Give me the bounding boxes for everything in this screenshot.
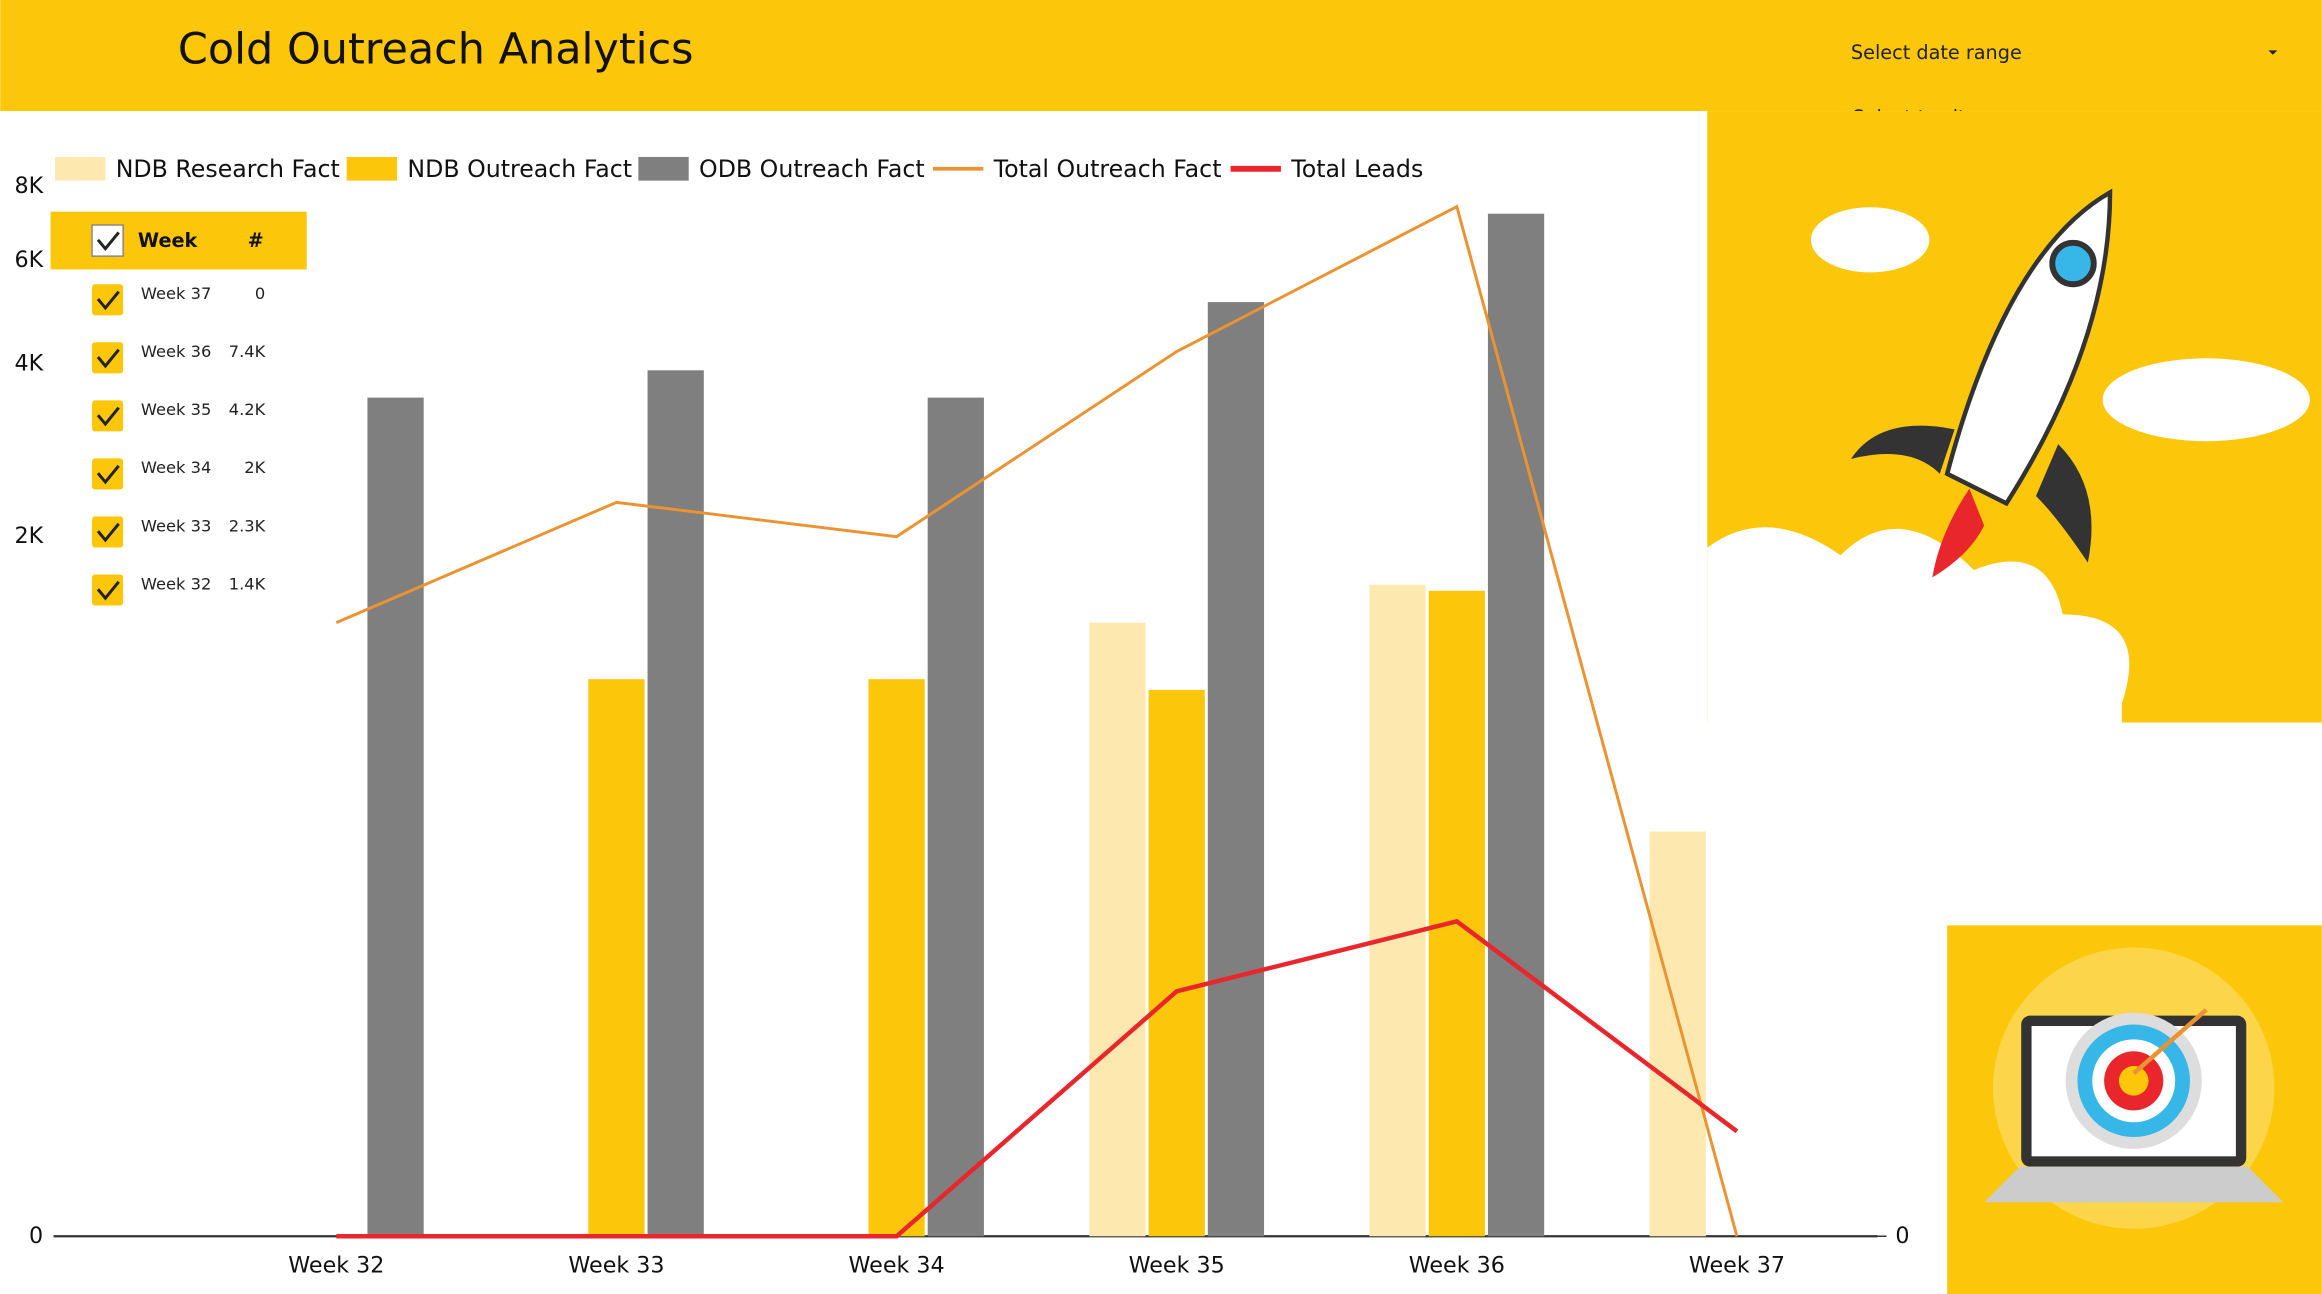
dropdown-caret [2268, 50, 2278, 55]
table-cell: Week 34 [141, 458, 211, 477]
x-tick-label: Week 32 [288, 1252, 384, 1278]
target-illustration [1947, 925, 2322, 1294]
table-cell: Week 33 [141, 516, 211, 535]
table-cell: Week 36 [141, 342, 211, 361]
bar [647, 370, 704, 1237]
checkbox[interactable] [92, 342, 124, 374]
bar [868, 679, 925, 1237]
bar [1207, 302, 1265, 1237]
table-cell: 1.4K [229, 574, 267, 593]
checkbox[interactable] [92, 458, 124, 490]
checkmark [96, 348, 120, 369]
y-tick-label: 6K [15, 247, 45, 273]
checkmark [96, 522, 120, 543]
checkmark [96, 464, 120, 485]
checkbox[interactable] [91, 224, 124, 257]
bar [1148, 689, 1205, 1237]
table-cell: 0 [255, 284, 265, 303]
checkbox[interactable] [92, 400, 124, 432]
table-cell: Week 37 [141, 284, 211, 303]
legend-label[interactable]: Total Outreach Fact [993, 155, 1222, 183]
legend-swatch [638, 156, 689, 181]
y-tick-label: 4K [15, 350, 45, 376]
x-tick-label: Week 34 [849, 1252, 945, 1278]
bar [1428, 590, 1485, 1237]
line [335, 204, 1739, 1237]
checkmark [96, 290, 120, 311]
table-cell: 7.4K [229, 342, 267, 361]
checkbox[interactable] [92, 574, 124, 606]
bar [588, 679, 645, 1237]
y-tick-label: 0 [29, 1223, 43, 1249]
checkbox[interactable] [92, 516, 124, 548]
table-cell: 4.2K [229, 400, 267, 419]
x-tick-label: Week 33 [568, 1252, 664, 1278]
checkmark [96, 231, 120, 252]
y-tick-label: 2K [15, 523, 45, 549]
legend-swatch [346, 156, 398, 181]
bar [927, 397, 984, 1237]
legend-label[interactable]: ODB Outreach Fact [699, 155, 925, 183]
x-tick-label: Week 37 [1689, 1252, 1785, 1278]
rocket-illustration [1707, 111, 2322, 723]
line [336, 918, 1739, 1239]
checkmark [96, 580, 120, 601]
table-column-header: # [248, 229, 264, 252]
bar [1369, 584, 1426, 1237]
bar [1089, 622, 1146, 1237]
table-column-header: Week [138, 229, 199, 252]
date-range-select[interactable]: Select date range [1851, 41, 2022, 64]
checkmark [96, 406, 120, 427]
x-tick-label: Week 36 [1409, 1252, 1505, 1278]
legend-label[interactable]: Total Leads [1290, 155, 1423, 183]
bar [367, 397, 424, 1237]
table-cell: 2.3K [229, 516, 267, 535]
bar [1487, 213, 1545, 1237]
bar [1649, 831, 1706, 1237]
table-cell: Week 35 [141, 400, 211, 419]
legend-label[interactable]: NDB Outreach Fact [407, 155, 632, 183]
week-table: Week 37 0 Week 36 7.4K Week 35 4.2K Week 34 2K W… [92, 284, 267, 606]
header-bar [0, 0, 2322, 112]
y2-tick-label: 0 [1895, 1223, 1909, 1249]
legend-swatch [55, 156, 106, 181]
page-title: Cold Outreach Analytics [178, 24, 694, 74]
legend-label[interactable]: NDB Research Fact [116, 155, 340, 183]
table-cell: 2K [244, 458, 266, 477]
checkbox[interactable] [92, 284, 124, 316]
table-cell: Week 32 [141, 574, 211, 593]
x-tick-label: Week 35 [1129, 1252, 1225, 1278]
y-tick-label: 8K [15, 173, 45, 199]
